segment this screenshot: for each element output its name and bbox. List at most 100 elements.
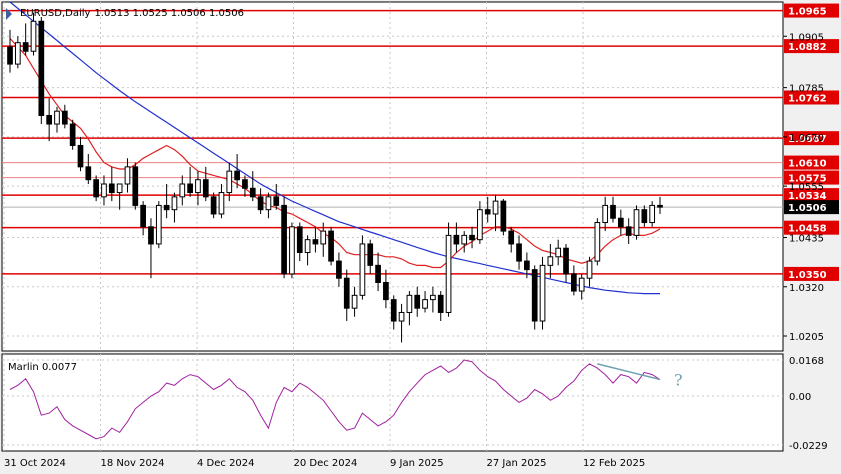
candle-body [508,230,515,245]
time-axis-label: 9 Jan 2025 [390,458,444,469]
candle-body [367,243,374,266]
level-tag [784,3,839,18]
candle-body [249,187,256,198]
slow-moving-average [9,1,660,295]
level-tag-label: 1.0667 [788,134,827,145]
candle-body [328,230,334,262]
candle-body [7,46,13,65]
candle-body [437,294,444,313]
price-pane[interactable] [1,1,784,352]
candle-body [617,217,624,228]
candle-body [171,196,178,211]
fast-moving-average [9,37,661,269]
candle-body [234,170,240,181]
question-annotation: ? [674,370,683,389]
price-axis-label: 1.0435 [789,234,824,245]
candle-body [563,247,569,275]
candle-body [406,294,413,313]
candle-body [148,226,154,245]
candle-body [281,204,287,275]
candlesticks [7,12,663,343]
level-tag [784,131,839,146]
level-tag-label: 1.0575 [788,174,827,185]
level-tag-label: 1.0534 [788,191,827,202]
candle-body [375,264,381,283]
current-price-tag [784,200,839,215]
candle-body [336,260,342,279]
oscillator-pane[interactable] [1,353,784,452]
candle-body [289,226,295,275]
candle-body [531,269,538,322]
candle-body [453,234,460,245]
current-price-label: 1.0506 [788,203,827,214]
candle-body [187,183,193,194]
candle-body [414,294,421,309]
candle-body [265,196,272,211]
time-axis-label: 27 Jan 2025 [487,458,547,469]
candle-body [202,179,209,198]
candle-body [218,192,225,215]
time-axis-label: 12 Feb 2025 [583,458,645,469]
price-axis-label: 1.0670 [789,133,824,144]
candle-body [469,234,475,241]
osc-axis-label: 0.0168 [789,356,824,367]
time-axis-label: 31 Oct 2024 [4,458,66,469]
candle-body [22,42,29,52]
candle-body [461,234,468,245]
candle-body [492,200,499,215]
level-tag [784,188,839,203]
axes: 31 Oct 2024 18 Nov 2024 4 Dec 2024 20 Dec 2… [4,8,828,469]
candle-body [351,294,358,309]
candle-body [257,196,264,211]
candle-body [539,264,546,322]
candle-body [320,230,327,245]
candle-body [69,123,76,146]
candle-body [93,179,99,198]
candle-body [571,273,577,292]
candle-body [343,277,350,309]
level-tag [784,155,839,170]
candle-body [155,204,162,245]
candle-body [195,179,201,194]
level-tag [784,39,839,54]
candle-body [516,243,522,262]
level-tag-label: 1.0458 [788,224,827,235]
candle-body [46,114,53,125]
candle-body [610,204,616,219]
oscillator-line [9,359,661,440]
candle-body [140,204,146,228]
candle-body [641,209,648,224]
candle-body [422,299,428,309]
candle-body [430,294,436,301]
level-tag-label: 1.0610 [788,159,827,170]
level-tag-label: 1.0762 [788,93,827,104]
price-axis-label: 1.0905 [789,32,824,43]
time-axis-label: 20 Dec 2024 [294,458,358,469]
candle-body [477,209,483,241]
candle-body [390,299,397,322]
candle-body [132,166,139,206]
candle-body [594,222,601,262]
candle-body [304,239,311,254]
candle-body [226,170,233,194]
candle-body [586,260,593,279]
candle-body [242,179,248,189]
horizontal-levels[interactable]: 1.09651.08821.07621.06671.06101.05751.05… [2,3,839,281]
candle-body [398,311,405,322]
candle-body [633,209,640,236]
candle-body [625,226,632,236]
candle-body [500,200,507,232]
price-axis-label: 1.0320 [789,283,824,294]
price-axis-label: 1.0205 [789,332,824,343]
candle-body [359,243,366,296]
candle-body [273,196,280,206]
candle-body [54,110,60,125]
candle-body [484,209,491,215]
candle-body [312,239,319,245]
candle-body [61,110,68,125]
level-tag-label: 1.0882 [788,42,827,53]
candle-body [657,204,663,208]
collapse-arrow-icon[interactable] [6,8,12,20]
candle-body [602,204,609,224]
